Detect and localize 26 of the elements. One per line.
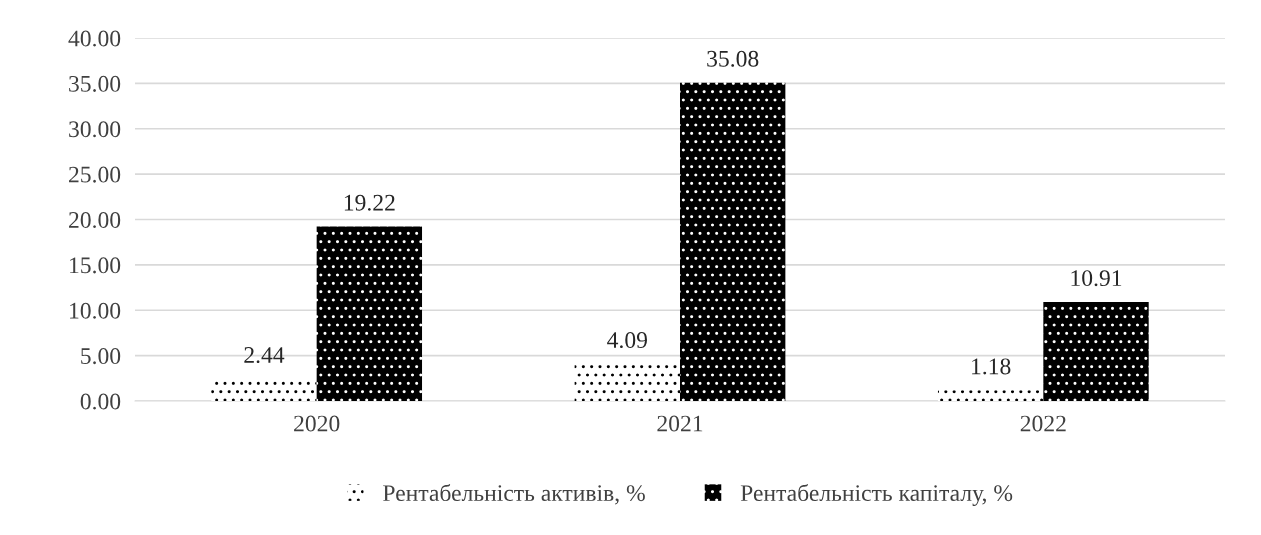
bar: [680, 82, 786, 401]
bar: [574, 363, 680, 401]
y-tick-label: 5.00: [81, 348, 121, 365]
x-tick-label: 2020: [294, 415, 340, 432]
data-label: 35.08: [707, 50, 759, 67]
bar: [316, 226, 423, 401]
y-tick-label: 15.00: [70, 257, 121, 274]
bar: [937, 390, 1044, 401]
x-tick-label: 2022: [1020, 415, 1066, 432]
legend-label: Рентабельність активів, %: [383, 483, 645, 505]
data-label: 2.44: [244, 347, 285, 364]
y-tick-label: 30.00: [69, 121, 121, 138]
y-tick-label: 40.00: [68, 30, 121, 47]
y-tick-label: 10.00: [70, 302, 121, 319]
data-label: 4.09: [607, 332, 648, 349]
data-label: 19.22: [344, 194, 395, 211]
x-tick-label: 2021: [657, 415, 703, 432]
y-tick-label: 0.00: [80, 393, 121, 410]
legend-label: Рентабельність капіталу, %: [740, 483, 1013, 506]
bar: [1043, 301, 1149, 401]
data-label: 1.18: [972, 358, 1011, 375]
bar: [211, 378, 317, 401]
y-tick-label: 20.00: [69, 211, 121, 229]
y-tick-label: 25.00: [69, 166, 121, 183]
data-label: 10.91: [1071, 270, 1122, 287]
y-tick-label: 35.00: [69, 75, 121, 92]
